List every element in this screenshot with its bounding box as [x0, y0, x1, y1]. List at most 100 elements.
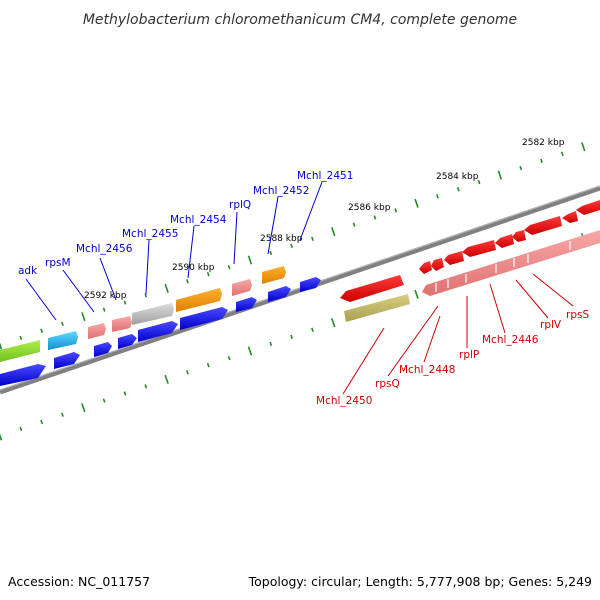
inner-tick-13 — [269, 341, 273, 347]
gene-Mchl_2455[interactable] — [112, 316, 132, 332]
gene-label-rplP[interactable]: rplP — [459, 349, 479, 361]
topology-text: Topology: circular; Length: 5,777,908 bp… — [248, 574, 592, 589]
gene-Mchl_2452[interactable] — [262, 266, 286, 284]
inner-tick-7 — [144, 384, 148, 389]
gene-blue-1[interactable] — [0, 364, 46, 386]
outer-tick-15 — [311, 236, 314, 241]
gene-Mchl_2446-red[interactable] — [462, 240, 496, 257]
outer-tick-27 — [560, 151, 564, 156]
inner-tick-20 — [414, 289, 419, 299]
outer-tick-18 — [373, 215, 377, 220]
reverse-label-connectors — [342, 273, 574, 395]
gene-label-Mchl_2446[interactable]: Mchl_2446 — [482, 334, 539, 346]
gene-label-rpsM[interactable]: rpsM — [45, 257, 71, 269]
gene-label-rplV[interactable]: rplV — [540, 319, 562, 331]
outer-tick-4 — [81, 312, 86, 322]
inner-tick-5 — [102, 398, 106, 403]
gene-label-adk[interactable]: adk — [18, 265, 38, 277]
gene-Mchl_2454-gray[interactable] — [132, 303, 174, 325]
outer-tick-row — [0, 142, 586, 350]
pink-band-dividers — [435, 241, 571, 292]
gene-blue-5[interactable] — [138, 321, 178, 342]
scale-label-2582: 2582 kbp — [522, 138, 565, 148]
gene-red-8[interactable] — [562, 211, 578, 223]
outer-tick-6 — [123, 300, 127, 305]
gene-Mchl_2450[interactable] — [344, 294, 410, 322]
outer-tick-14 — [290, 243, 293, 248]
gene-Mchl_2450-red[interactable] — [340, 275, 404, 302]
gene-blue-9[interactable] — [300, 277, 321, 292]
outer-tick-2 — [40, 328, 44, 333]
outer-tick-26 — [540, 158, 543, 164]
page-title: Methylobacterium chloromethanicum CM4, c… — [83, 12, 517, 28]
gene-blue-8[interactable] — [268, 286, 291, 302]
inner-tick-12 — [247, 346, 253, 356]
scale-label-2592: 2592 kbp — [84, 291, 127, 301]
outer-tick-25 — [519, 165, 523, 171]
inner-tick-3 — [61, 412, 64, 417]
forward-label-connectors — [25, 181, 323, 321]
gene-blue-4[interactable] — [118, 334, 137, 349]
gene-label-rplQ[interactable]: rplQ — [229, 199, 251, 211]
outer-tick-28 — [581, 142, 586, 152]
outer-tick-20 — [414, 198, 419, 208]
reverse-strand-genes — [340, 200, 600, 322]
gene-Mchl_2454[interactable] — [176, 288, 222, 312]
gene-label-Mchl_2454[interactable]: Mchl_2454 — [170, 214, 227, 226]
outer-tick-11 — [227, 264, 231, 270]
outer-tick-13 — [269, 250, 273, 256]
inner-tick-16 — [331, 318, 336, 328]
outer-tick-0 — [0, 342, 3, 350]
gene-blue-3[interactable] — [94, 342, 112, 357]
outer-tick-23 — [477, 179, 481, 185]
inner-tick-9 — [186, 370, 189, 375]
outer-tick-3 — [61, 321, 64, 326]
outer-tick-8 — [164, 283, 169, 293]
scale-label-2590: 2590 kbp — [172, 263, 215, 273]
gene-rpsM[interactable] — [48, 331, 78, 350]
scale-label-2588: 2588 kbp — [260, 234, 303, 244]
outer-tick-17 — [352, 222, 356, 227]
gene-rplQ[interactable] — [232, 279, 252, 296]
inner-tick-0 — [0, 433, 3, 441]
gene-blue-6[interactable] — [180, 307, 228, 330]
gene-blue-2[interactable] — [54, 352, 80, 369]
scale-label-2586: 2586 kbp — [348, 203, 391, 213]
gene-rplP-red[interactable] — [444, 251, 464, 265]
inner-tick-10 — [206, 363, 210, 368]
outer-tick-12 — [247, 255, 253, 265]
outer-tick-24 — [497, 170, 503, 180]
gene-red-7[interactable] — [524, 216, 562, 235]
inner-tick-11 — [227, 355, 231, 361]
gene-label-Mchl_2450[interactable]: Mchl_2450 — [316, 395, 372, 407]
gene-label-Mchl_2456[interactable]: Mchl_2456 — [76, 243, 133, 255]
inner-tick-2 — [40, 419, 44, 424]
outer-tick-10 — [206, 272, 210, 277]
gene-label-Mchl_2455[interactable]: Mchl_2455 — [122, 228, 178, 240]
scale-label-2584: 2584 kbp — [436, 172, 479, 182]
inner-tick-1 — [19, 426, 23, 432]
outer-tick-22 — [456, 187, 460, 192]
inner-tick-6 — [123, 391, 127, 396]
gene-label-Mchl_2451[interactable]: Mchl_2451 — [297, 170, 353, 182]
gene-Mchl_2448-red[interactable] — [431, 258, 444, 271]
gene-label-Mchl_2448[interactable]: Mchl_2448 — [399, 364, 455, 376]
gene-label-rpsQ[interactable]: rpsQ — [375, 378, 400, 390]
outer-tick-1 — [19, 335, 23, 341]
gene-rpsS-red[interactable] — [512, 230, 526, 242]
gene-adk[interactable] — [0, 340, 40, 362]
outer-tick-5 — [102, 307, 106, 312]
accession-text: Accession: NC_011757 — [8, 574, 150, 589]
inner-tick-15 — [311, 327, 314, 332]
gene-red-9[interactable] — [576, 200, 600, 215]
gene-blue-7[interactable] — [236, 297, 257, 312]
gene-rpsQ-red[interactable] — [419, 261, 432, 274]
gene-rplV-red[interactable] — [495, 234, 514, 248]
gene-Mchl_2456[interactable] — [88, 323, 106, 339]
outer-tick-7 — [144, 293, 148, 298]
gene-label-Mchl_2452[interactable]: Mchl_2452 — [253, 185, 309, 197]
gene-label-rpsS[interactable]: rpsS — [566, 309, 589, 321]
inner-tick-8 — [164, 374, 169, 384]
outer-tick-9 — [186, 279, 189, 284]
